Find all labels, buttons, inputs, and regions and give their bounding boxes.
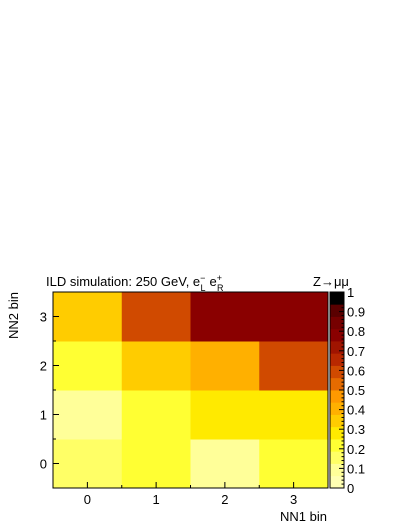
colorbar-segment (330, 402, 344, 415)
heatmap-cell (259, 439, 329, 489)
colorbar-segment (330, 451, 344, 464)
colorbar-tick-label: 0.8 (347, 324, 365, 339)
x-tick-label: 2 (221, 492, 228, 507)
colorbar-tick-label: 0.6 (347, 363, 365, 378)
heatmap-cell (53, 292, 123, 342)
heatmap-cell (53, 439, 123, 489)
title-e1-sub: L (200, 283, 205, 293)
title-e2-sub: R (217, 283, 224, 293)
title-main: ILD simulation: 250 GeV, e (46, 274, 200, 289)
heatmap-cell (121, 439, 191, 489)
colorbar-segment (330, 426, 344, 440)
colorbar-segment (330, 353, 344, 366)
colorbar-segment (330, 292, 344, 305)
heatmap-cell (259, 341, 329, 391)
x-tick-label: 1 (153, 492, 160, 507)
colorbar-tick-label: 0.2 (347, 442, 365, 457)
colorbar-segment (330, 365, 344, 379)
title-e1-sup: − (200, 273, 205, 283)
heatmap-cells (53, 292, 329, 489)
y-axis-label: NN2 bin (6, 292, 21, 339)
y-tick-label: 3 (40, 310, 47, 325)
y-tick-label: 0 (40, 457, 47, 472)
colorbar-tick-label: 0.3 (347, 422, 365, 437)
colorbar-segment (330, 390, 344, 403)
colorbar-tick-label: 1 (347, 285, 354, 300)
x-axis-label: NN1 bin (280, 509, 327, 524)
heatmap-cell (259, 390, 329, 440)
colorbar: 0 0.1 0.2 0.3 0.4 0.5 0.6 0.7 0.8 0.9 1 (329, 285, 365, 496)
colorbar-segment (330, 377, 344, 391)
colorbar-segment (330, 414, 344, 428)
heatmap-cell (190, 439, 260, 489)
x-tick-label: 3 (290, 492, 297, 507)
colorbar-tick-label: 0.4 (347, 403, 365, 418)
heatmap-cell (190, 341, 260, 391)
colorbar-tick-label: 0.7 (347, 344, 365, 359)
heatmap-cell (259, 292, 329, 342)
colorbar-tick-label: 0 (347, 481, 354, 496)
colorbar-tick-label: 0.1 (347, 461, 365, 476)
heatmap-cell (121, 341, 191, 391)
heatmap-cell (121, 292, 191, 342)
heatmap-cell (121, 390, 191, 440)
colorbar-segment (330, 316, 344, 330)
colorbar-segment (330, 475, 344, 489)
title-e2: e (209, 274, 216, 289)
y-tick-label: 1 (40, 408, 47, 423)
colorbar-segment (330, 304, 344, 317)
axes: 0 1 2 3 0 1 2 3 (40, 291, 329, 507)
colorbar-tick-label: 0.5 (347, 383, 365, 398)
colorbar-segment (330, 328, 344, 342)
heatmap-cell (190, 292, 260, 342)
title-e2-sup: + (217, 273, 222, 283)
colorbar-tick-label: 0.9 (347, 305, 365, 320)
x-tick-label: 0 (84, 492, 91, 507)
y-tick-label: 2 (40, 359, 47, 374)
channel-label: Z→μμ (313, 274, 349, 289)
heatmap-cell (53, 341, 123, 391)
colorbar-segment (330, 463, 344, 477)
heatmap-cell (190, 390, 260, 440)
heatmap-cell (53, 390, 123, 440)
